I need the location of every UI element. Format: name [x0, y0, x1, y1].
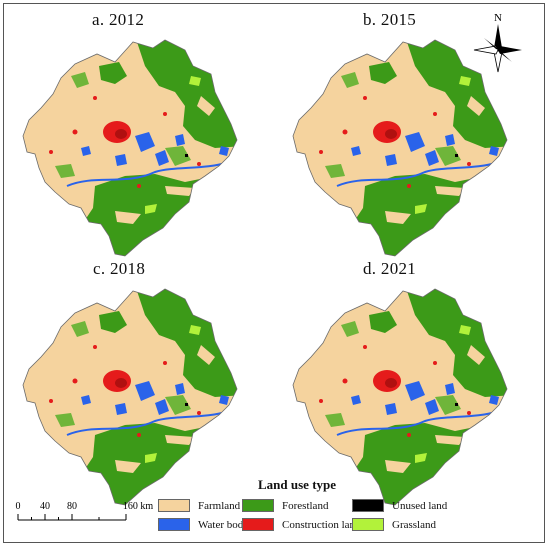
- legend-label-unused-land: Unused land: [392, 499, 448, 512]
- legend-item-grassland: Grassland: [352, 518, 436, 531]
- legend-swatch-farmland: [158, 499, 190, 512]
- legend-swatch-forestland: [242, 499, 274, 512]
- scale-tick-80: 80: [67, 501, 77, 512]
- map-2012: [12, 36, 248, 264]
- legend-swatch-water-body: [158, 518, 190, 531]
- panel-title-2018: c. 2018: [93, 259, 146, 278]
- scale-bar: 0 40 80 160 km: [12, 498, 192, 532]
- legend-item-farmland: Farmland: [158, 499, 240, 512]
- north-label: N: [494, 12, 502, 24]
- panel-title-2021: d. 2021: [363, 259, 417, 278]
- scale-tick-0: 0: [16, 501, 21, 512]
- legend-label-forestland: Forestland: [282, 499, 329, 512]
- compass-rose-icon: N: [473, 12, 522, 73]
- legend-swatch-unused-land: [352, 499, 384, 512]
- map-2018: [12, 285, 248, 513]
- legend-title: Land use type: [258, 477, 337, 492]
- panel-title-2012: a. 2012: [92, 10, 145, 29]
- legend-item-water-body: Water body: [158, 518, 249, 531]
- legend-label-construction-land: Construction land: [282, 518, 361, 531]
- legend-item-construction-land: Construction land: [242, 518, 361, 531]
- legend-label-farmland: Farmland: [198, 499, 241, 512]
- legend-item-forestland: Forestland: [242, 499, 328, 512]
- panel-title-2015: b. 2015: [363, 10, 417, 29]
- north-arrow: N: [470, 10, 526, 76]
- legend-label-water-body: Water body: [198, 518, 249, 531]
- legend-item-unused-land: Unused land: [352, 499, 447, 512]
- legend-swatch-construction-land: [242, 518, 274, 531]
- legend-label-grassland: Grassland: [392, 518, 436, 531]
- scale-tick-160: 160 km: [123, 501, 154, 512]
- scale-tick-40: 40: [40, 501, 50, 512]
- legend-swatch-grassland: [352, 518, 384, 531]
